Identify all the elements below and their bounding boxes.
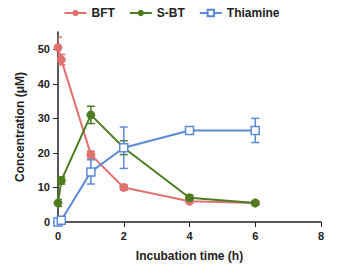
svg-text:Thiamine: Thiamine bbox=[227, 6, 280, 20]
svg-text:8: 8 bbox=[318, 230, 324, 242]
svg-text:0: 0 bbox=[55, 230, 61, 242]
svg-text:BFT: BFT bbox=[92, 6, 116, 20]
svg-text:40: 40 bbox=[38, 78, 50, 90]
svg-text:20: 20 bbox=[38, 147, 50, 159]
svg-text:Incubation time (h): Incubation time (h) bbox=[136, 249, 243, 263]
svg-text:0: 0 bbox=[44, 216, 50, 228]
svg-text:Concentration (μM): Concentration (μM) bbox=[13, 72, 27, 182]
svg-text:S-BT: S-BT bbox=[157, 6, 186, 20]
svg-text:10: 10 bbox=[38, 181, 50, 193]
svg-text:4: 4 bbox=[186, 230, 193, 242]
svg-text:6: 6 bbox=[252, 230, 258, 242]
svg-text:50: 50 bbox=[38, 43, 50, 55]
svg-text:30: 30 bbox=[38, 112, 50, 124]
svg-text:2: 2 bbox=[121, 230, 127, 242]
